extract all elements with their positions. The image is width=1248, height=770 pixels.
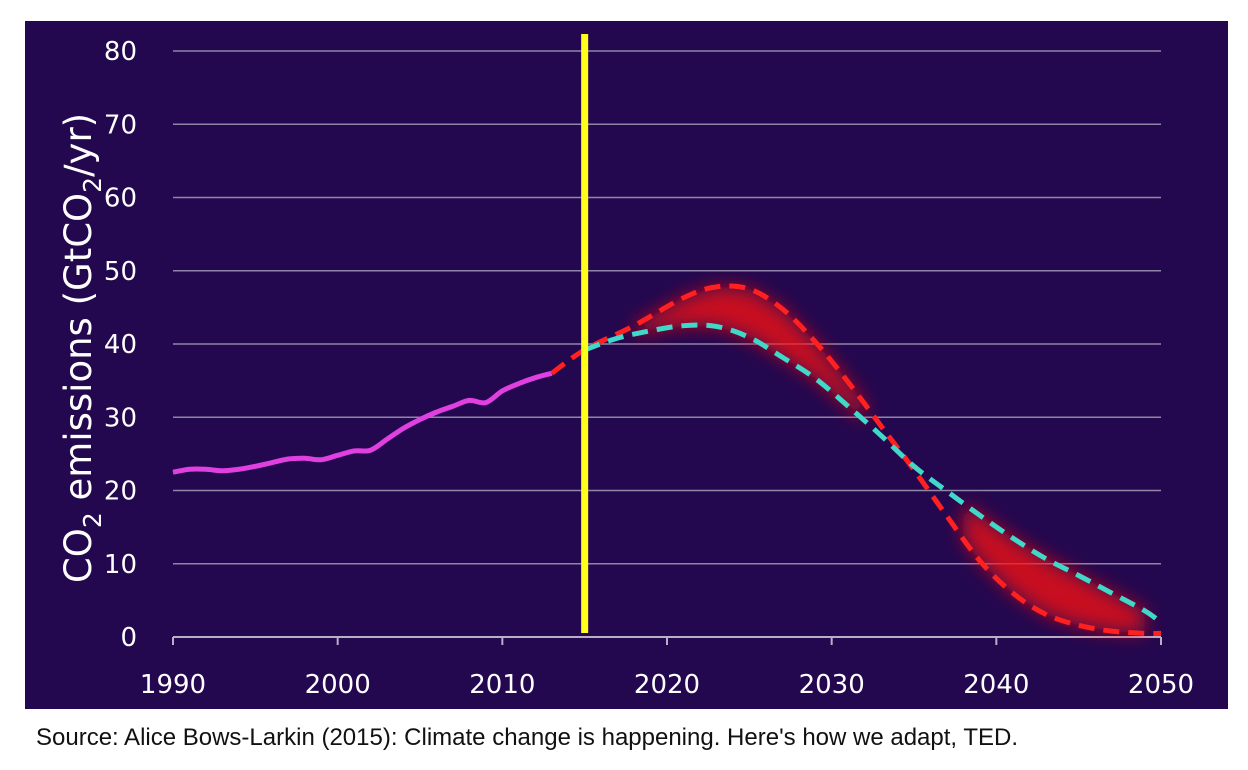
y-tick-label: 50: [104, 257, 137, 287]
y-axis-title-part: /yr): [57, 113, 100, 177]
x-tick-label: 2000: [305, 670, 371, 700]
y-tick-label: 0: [120, 623, 137, 653]
x-tick-label: 2030: [799, 670, 865, 700]
series-layer: [172, 283, 1163, 636]
y-tick-label: 20: [104, 477, 137, 507]
y-axis-title-part: 2: [78, 512, 107, 528]
y-tick-label: 10: [104, 550, 137, 580]
x-tick-label: 2010: [469, 670, 535, 700]
uncertainty-band-segment: [634, 286, 865, 421]
source-caption: Source: Alice Bows-Larkin (2015): Climat…: [36, 724, 1018, 751]
x-tick-label: 2020: [634, 670, 700, 700]
y-axis-title-part: CO: [57, 528, 100, 583]
grid-layer: [172, 50, 1162, 645]
y-tick-label: 60: [104, 184, 137, 214]
x-tick-label: 2050: [1128, 670, 1194, 700]
y-tick-label: 40: [104, 330, 137, 360]
y-axis-title-part: emissions (GtCO: [57, 193, 100, 512]
x-tick-label: 2040: [963, 670, 1029, 700]
chart-panel: 0 10 20 30 40 50 60 70 80 1990 2000 2010 2020 2030 204…: [25, 21, 1228, 709]
y-axis-title: CO2 emissions (GtCO2/yr): [57, 113, 107, 583]
y-tick-label: 80: [104, 37, 137, 67]
series-line-historical: [172, 370, 553, 475]
uncertainty-band: [634, 286, 1145, 634]
uncertainty-band-segment: [963, 503, 1145, 634]
y-tick-label: 70: [104, 110, 137, 140]
series-line-red-projection: [550, 283, 1162, 636]
series-line-cyan-projection: [583, 322, 1163, 625]
y-axis-title-part: 2: [78, 177, 107, 193]
x-tick-label: 1990: [140, 670, 206, 700]
y-tick-label: 30: [104, 403, 137, 433]
axis-title-layer: CO2 emissions (GtCO2/yr): [57, 113, 107, 583]
